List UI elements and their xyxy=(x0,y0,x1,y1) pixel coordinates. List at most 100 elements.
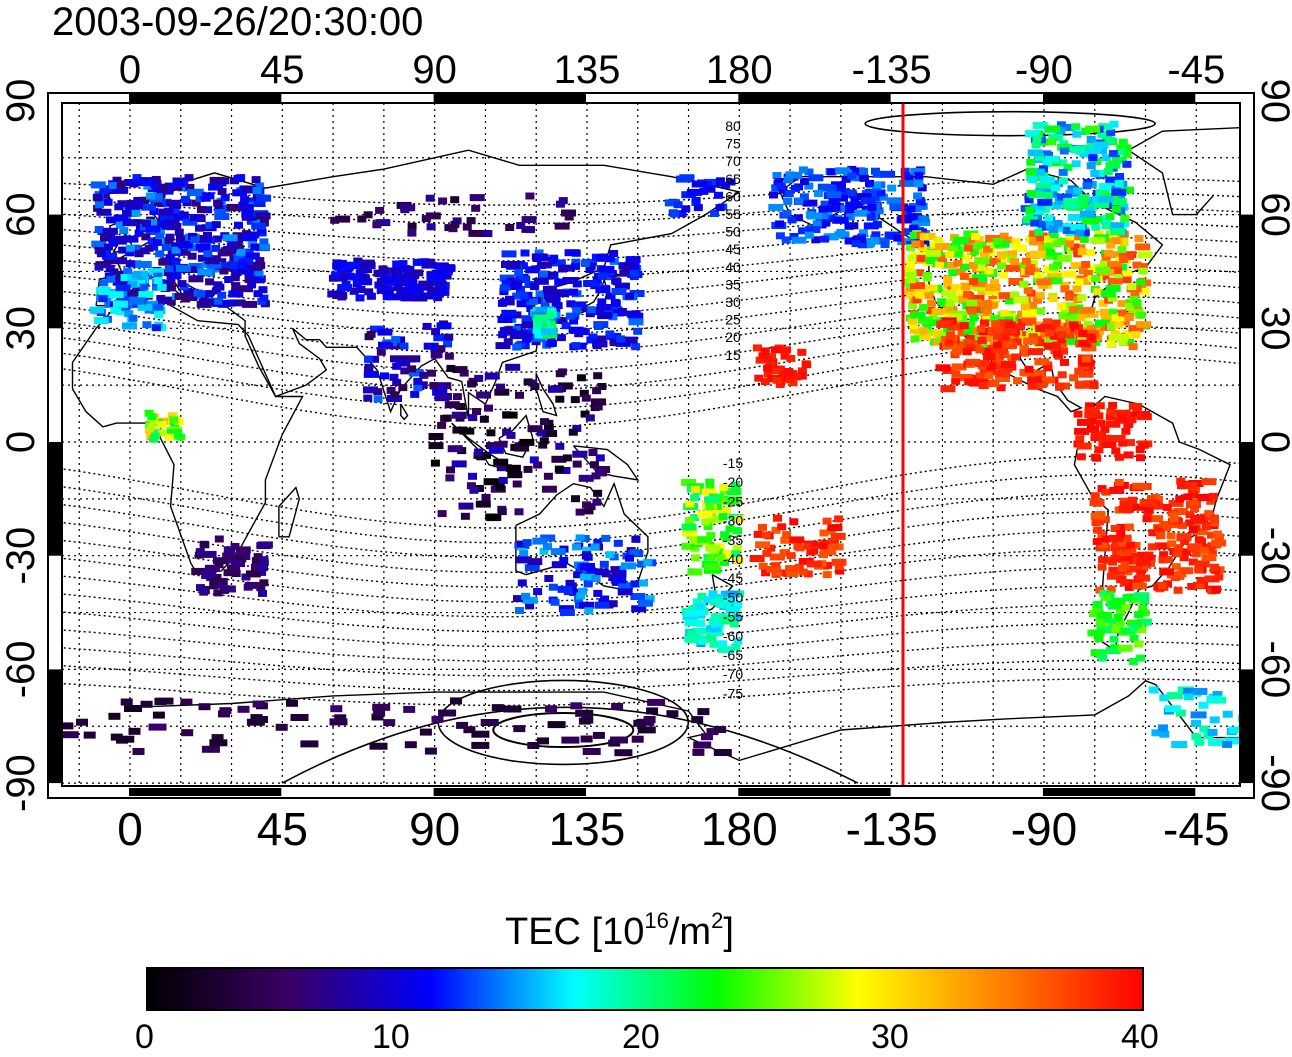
tec-sample xyxy=(331,271,341,279)
tec-sample xyxy=(813,190,823,197)
tec-sample xyxy=(596,304,612,311)
tec-sample xyxy=(363,386,378,394)
tec-sample xyxy=(701,733,713,741)
tec-sample xyxy=(1028,301,1038,309)
tec-sample xyxy=(1047,138,1057,146)
tec-sample xyxy=(517,579,527,587)
tec-sample xyxy=(537,262,546,269)
tec-sample xyxy=(731,643,741,651)
tec-sample xyxy=(532,255,542,262)
tec-sample xyxy=(561,209,576,217)
tec-sample xyxy=(452,366,468,374)
tec-sample xyxy=(733,637,743,645)
tec-sample xyxy=(253,276,263,284)
tec-sample xyxy=(997,325,1006,333)
tec-sample xyxy=(698,627,708,635)
tec-sample xyxy=(1039,324,1055,331)
tec-sample xyxy=(474,448,484,456)
tec-sample xyxy=(172,272,182,280)
tec-sample xyxy=(693,568,703,576)
tec-sample xyxy=(1077,248,1087,256)
tec-sample xyxy=(1062,223,1072,231)
tec-sample xyxy=(826,191,842,199)
tec-sample xyxy=(1120,627,1136,635)
tec-sample xyxy=(1102,434,1112,442)
tec-sample xyxy=(1081,355,1091,363)
tec-sample xyxy=(230,543,240,550)
tec-sample xyxy=(164,182,174,190)
maglat-contour xyxy=(62,622,1240,662)
tec-sample xyxy=(438,389,448,397)
tec-sample xyxy=(254,270,264,278)
tec-sample xyxy=(171,246,181,254)
tec-sample xyxy=(211,244,221,252)
tec-sample xyxy=(730,481,740,489)
tec-sample xyxy=(1031,329,1041,337)
tec-sample xyxy=(578,717,591,725)
tec-sample xyxy=(922,333,932,341)
tec-sample xyxy=(157,429,167,437)
tec-sample xyxy=(1209,716,1220,724)
lon-tick-top: 135 xyxy=(554,48,621,92)
tec-sample xyxy=(132,748,145,755)
tec-sample xyxy=(1136,558,1151,566)
tec-sample xyxy=(1117,414,1127,422)
tec-sample xyxy=(514,268,524,276)
tec-sample xyxy=(1159,568,1175,576)
tec-sample xyxy=(513,725,526,733)
frame-checker xyxy=(49,442,61,556)
tec-sample xyxy=(204,564,220,572)
tec-sample xyxy=(1194,566,1204,574)
tec-sample xyxy=(956,268,966,276)
tec-sample xyxy=(257,564,267,572)
tec-sample xyxy=(595,454,605,462)
tec-sample xyxy=(373,388,383,396)
tec-sample xyxy=(1065,293,1081,301)
tec-sample xyxy=(1191,719,1201,727)
tec-sample xyxy=(941,289,956,297)
tec-sample xyxy=(537,737,549,745)
tec-sample xyxy=(446,466,455,474)
tec-sample xyxy=(804,231,814,239)
tec-sample xyxy=(128,280,138,288)
tec-sample xyxy=(1201,554,1217,562)
tec-sample xyxy=(149,243,159,251)
tec-sample xyxy=(906,205,916,213)
tec-sample xyxy=(140,247,150,255)
tec-sample xyxy=(1079,210,1095,218)
tec-sample xyxy=(963,230,979,238)
tec-sample xyxy=(630,548,639,556)
north-pole-ring xyxy=(864,110,1156,137)
tec-sample xyxy=(836,185,846,193)
tec-sample xyxy=(696,619,705,627)
tec-sample xyxy=(593,403,603,411)
tec-sample xyxy=(128,314,138,322)
tec-sample xyxy=(565,579,575,587)
tec-sample xyxy=(1114,180,1124,188)
tec-sample xyxy=(1074,427,1090,435)
tec-sample xyxy=(169,416,179,424)
tec-sample xyxy=(1107,294,1117,302)
tec-sample xyxy=(1106,137,1116,144)
tec-sample xyxy=(505,224,515,231)
tec-sample xyxy=(834,205,850,213)
tec-sample xyxy=(544,324,554,332)
tec-sample xyxy=(485,513,501,521)
tec-sample xyxy=(551,455,567,463)
tec-sample xyxy=(400,277,416,285)
tec-sample xyxy=(165,254,175,262)
tec-sample xyxy=(555,442,565,450)
tec-sample xyxy=(127,289,143,297)
tec-sample xyxy=(571,258,581,266)
tec-sample xyxy=(329,718,348,726)
tec-sample xyxy=(540,328,556,336)
tec-sample xyxy=(253,290,263,298)
tec-sample xyxy=(335,215,351,223)
tec-sample xyxy=(585,414,595,422)
tec-sample xyxy=(982,307,992,315)
tec-sample xyxy=(509,332,525,340)
tec-sample xyxy=(771,526,781,534)
tec-sample xyxy=(1159,730,1170,738)
tec-sample xyxy=(806,560,822,568)
tec-sample xyxy=(849,222,859,230)
